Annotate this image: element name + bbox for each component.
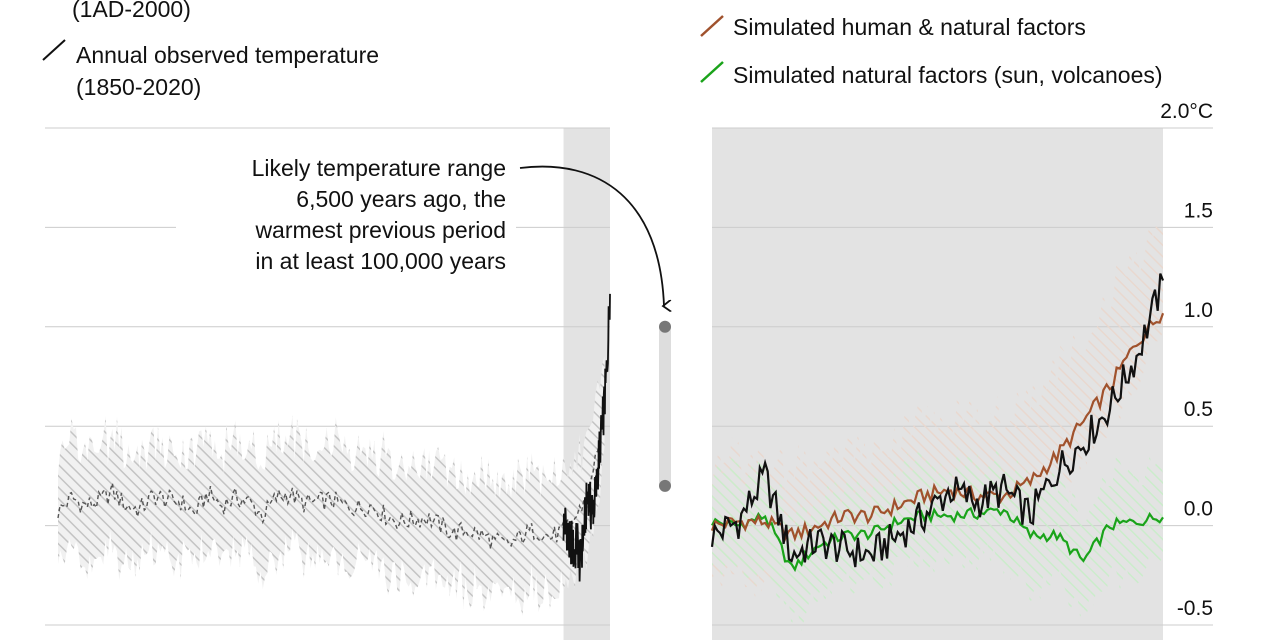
y-tick-label: 2.0°C	[1160, 100, 1213, 123]
annotation-line-4: in at least 100,000 years	[255, 248, 506, 274]
annotation-arrow	[519, 165, 664, 306]
y-tick-label: -0.5	[1177, 597, 1213, 620]
holocene-range-top-dot	[659, 320, 671, 333]
legend-human-natural-label: Simulated human & natural factors	[733, 14, 1086, 40]
annotation-line-1: Likely temperature range	[252, 155, 506, 181]
y-tick-label: 1.5	[1184, 199, 1213, 222]
legend-human-natural-swatch	[700, 15, 724, 37]
legend-natural-only-swatch	[700, 61, 724, 83]
y-tick-label: 1.0	[1184, 299, 1213, 322]
left-observed-line	[562, 293, 611, 582]
annotation: Likely temperature range 6,500 years ago…	[176, 148, 664, 306]
legend-observed-period: (1850-2020)	[76, 74, 202, 100]
annotation-line-2: 6,500 years ago, the	[296, 186, 506, 212]
reconstruction-line	[57, 403, 606, 550]
holocene-range-marker	[659, 320, 671, 492]
legend-natural-only-label: Simulated natural factors (sun, volcanoe…	[733, 62, 1163, 88]
annotation-line-3: warmest previous period	[254, 217, 506, 243]
legend-observed-label: Annual observed temperature	[76, 42, 380, 68]
natural-only-line	[711, 506, 1164, 573]
y-tick-label: 0.5	[1184, 398, 1213, 421]
y-tick-label: 0.0	[1184, 498, 1213, 521]
reconstruction-band	[58, 356, 605, 616]
right-observed-line	[710, 273, 1165, 568]
holocene-range-bottom-dot	[659, 479, 671, 492]
natural-only-band	[712, 443, 1163, 631]
legend-partial-period: (1AD-2000)	[72, 0, 191, 22]
legend-observed-swatch	[42, 39, 66, 61]
